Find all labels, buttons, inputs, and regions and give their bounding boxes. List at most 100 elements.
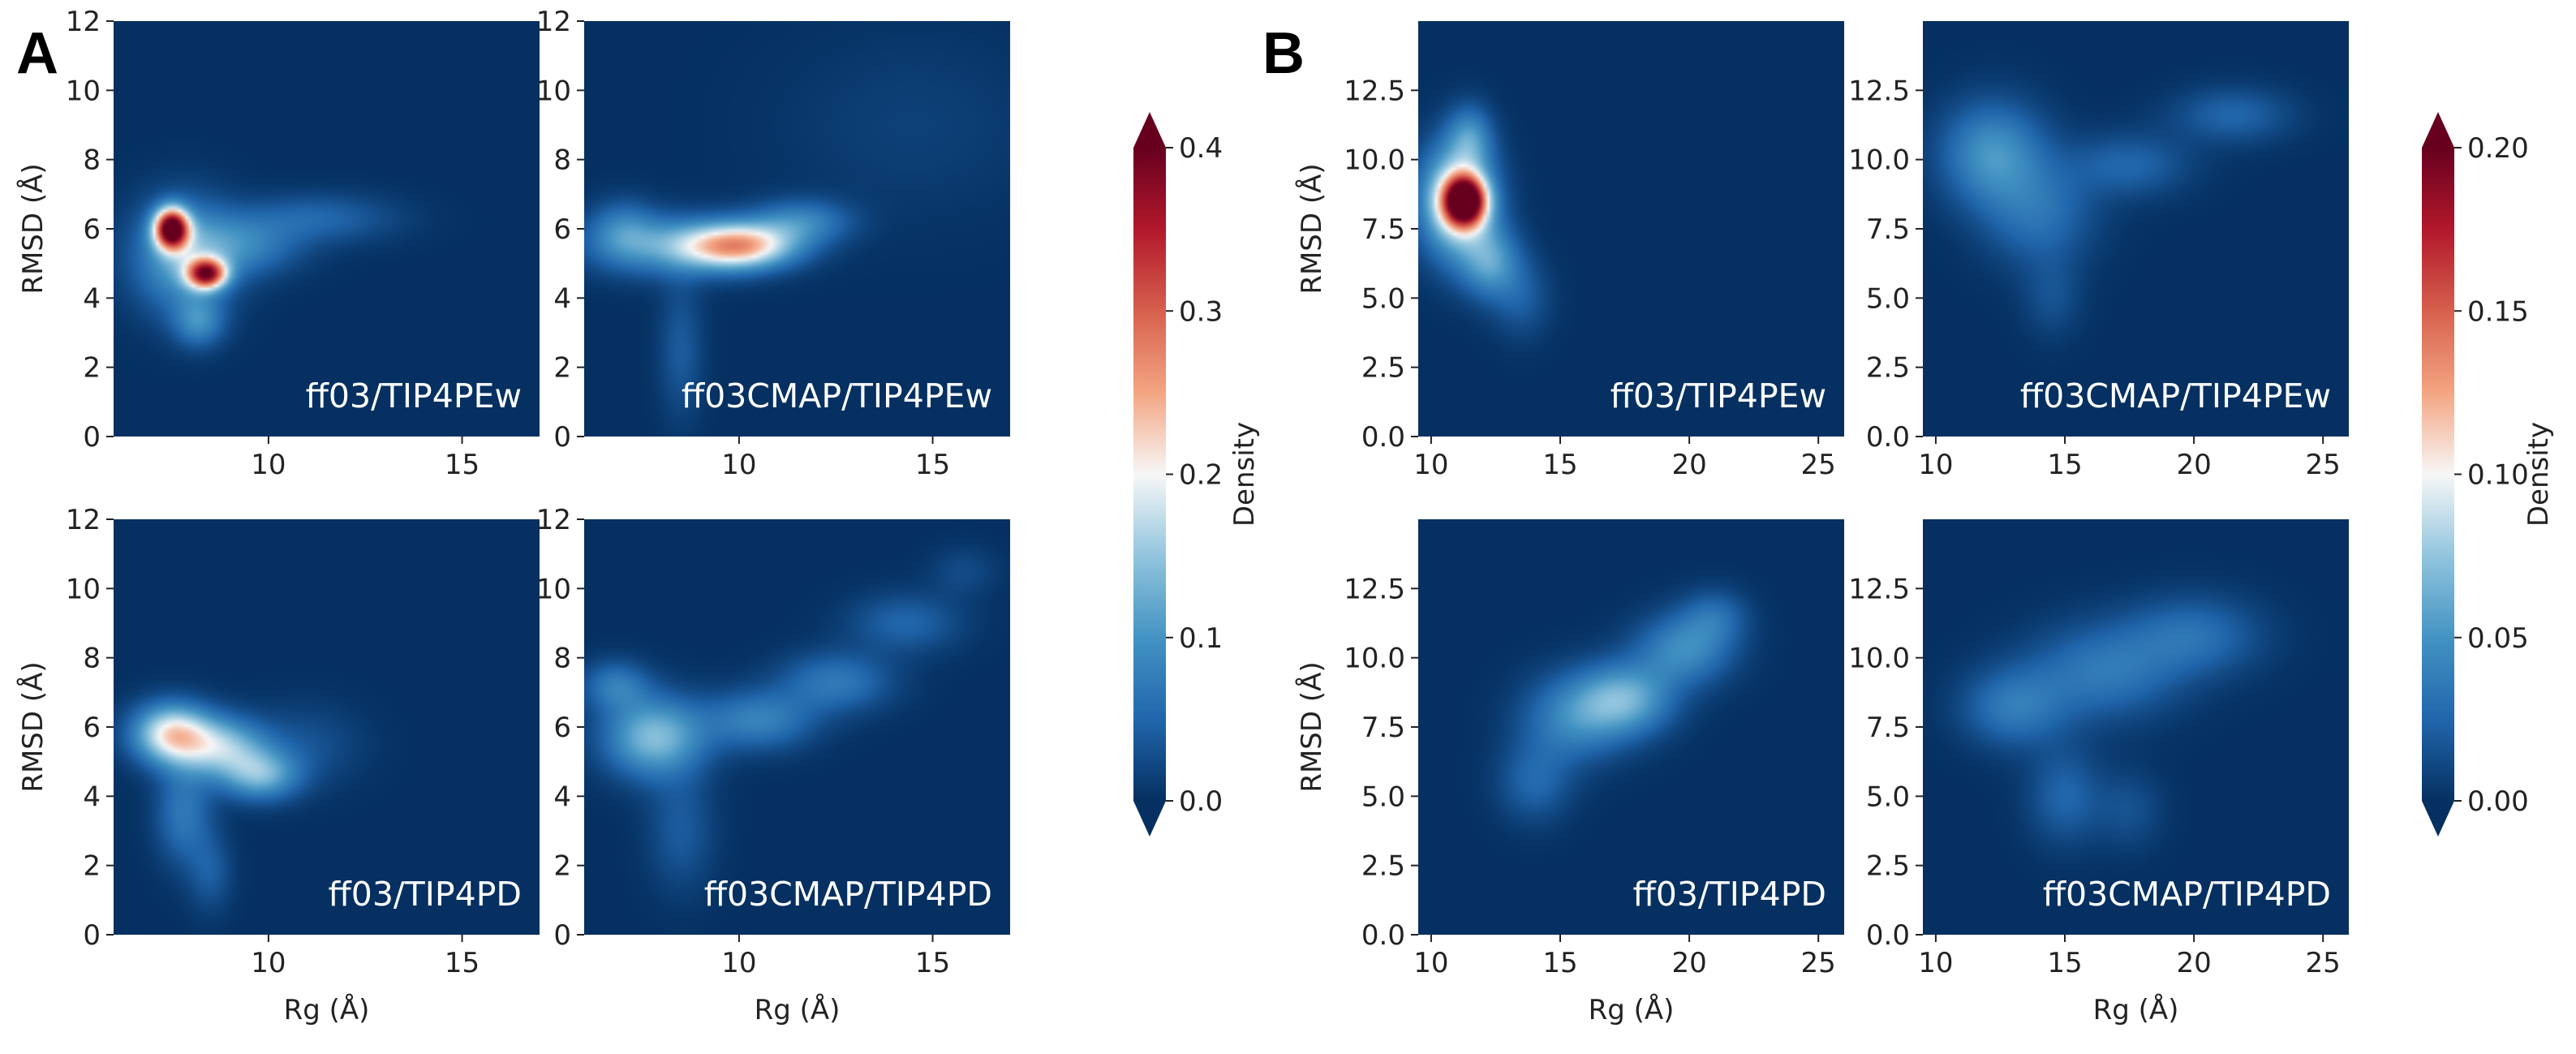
x-tick-label: 15 xyxy=(915,449,950,481)
colorbar-tick-label: 0.05 xyxy=(2467,622,2529,655)
y-tick-label: 6 xyxy=(553,712,571,744)
x-tick-label: 10 xyxy=(1918,449,1953,481)
colorbar-tick-label: 0.10 xyxy=(2467,459,2529,492)
y-tick-label: 5.0 xyxy=(1361,781,1405,813)
x-axis-label: Rg (Å) xyxy=(755,993,841,1026)
figure-group-b: B 10 15 20 25 0.0 2.5 5.0 7.5 10.0 12.5 RMSD (Å) ff0… xyxy=(1262,21,2555,1026)
heatmap-panel: 10 15 0 2 4 6 8 10 12 RMSD (Å) Rg (Å) ff03/TIP4PD xyxy=(16,504,540,1026)
y-tick-label: 10 xyxy=(536,75,571,107)
x-axis-label: Rg (Å) xyxy=(284,993,370,1026)
x-tick-label: 15 xyxy=(445,947,480,979)
x-tick-label: 15 xyxy=(915,947,950,979)
y-tick-label: 8 xyxy=(553,144,571,177)
colorbar: 0.0 0.1 0.2 0.3 0.4 Density xyxy=(1133,112,1261,837)
y-tick-label: 2 xyxy=(553,850,571,883)
y-tick-label: 0 xyxy=(553,919,571,952)
y-tick-label: 2.5 xyxy=(1361,352,1405,385)
heatmap-panel: 10 15 0 2 4 6 8 10 12 RMSD (Å) ff03/TIP4PEw xyxy=(16,6,540,481)
y-tick-label: 5.0 xyxy=(1866,781,1910,813)
colorbar-min-arrow xyxy=(2422,801,2454,837)
colorbar-tick-label: 0.3 xyxy=(1179,295,1223,328)
x-tick-label: 15 xyxy=(2047,449,2082,481)
y-tick-label: 2.5 xyxy=(1866,850,1910,883)
y-tick-label: 7.5 xyxy=(1866,213,1910,246)
x-tick-label: 15 xyxy=(1542,449,1577,481)
x-tick-label: 20 xyxy=(1671,947,1706,979)
x-tick-label: 25 xyxy=(1801,947,1836,979)
y-tick-label: 10.0 xyxy=(1848,144,1910,177)
colorbar-tick-label: 0.0 xyxy=(1179,785,1223,818)
y-tick-label: 5.0 xyxy=(1361,282,1405,315)
x-tick-label: 10 xyxy=(1413,449,1448,481)
y-tick-label: 7.5 xyxy=(1866,712,1910,744)
y-tick-label: 2.5 xyxy=(1361,850,1405,883)
colorbar-min-arrow xyxy=(1133,801,1166,837)
panel-condition-label: ff03CMAP/TIP4PEw xyxy=(682,376,992,415)
colorbar: 0.00 0.05 0.10 0.15 0.20 Density xyxy=(2422,112,2555,837)
colorbar-max-arrow xyxy=(1133,112,1166,148)
y-tick-label: 12 xyxy=(66,504,101,536)
x-tick-label: 15 xyxy=(1542,947,1577,979)
colorbar-tick-label: 0.15 xyxy=(2467,295,2529,328)
x-tick-label: 20 xyxy=(2176,947,2211,979)
density-heatmap xyxy=(1418,21,1844,437)
y-tick-label: 0.0 xyxy=(1361,421,1405,454)
panel-condition-label: ff03/TIP4PD xyxy=(329,875,522,914)
x-tick-label: 15 xyxy=(2047,947,2082,979)
y-tick-label: 4 xyxy=(83,282,101,315)
x-tick-label: 25 xyxy=(1801,449,1836,481)
y-tick-label: 10 xyxy=(66,573,101,605)
y-tick-label: 8 xyxy=(83,643,101,675)
x-tick-label: 10 xyxy=(1918,947,1953,979)
y-tick-label: 4 xyxy=(83,781,101,813)
y-tick-label: 4 xyxy=(553,282,571,315)
colorbar-tick-label: 0.4 xyxy=(1179,132,1223,165)
density-heatmap xyxy=(1418,519,1844,935)
heatmap-panel: 10 15 20 25 0.0 2.5 5.0 7.5 10.0 12.5 RMSD (Å) ff03… xyxy=(1295,21,1844,481)
x-tick-label: 25 xyxy=(2306,947,2341,979)
y-tick-label: 10.0 xyxy=(1848,643,1910,675)
y-tick-label: 12.5 xyxy=(1344,75,1405,107)
x-tick-label: 15 xyxy=(445,449,480,481)
y-tick-label: 2 xyxy=(83,352,101,385)
y-tick-label: 10 xyxy=(66,75,101,107)
colorbar-label: Density xyxy=(2522,422,2555,527)
y-tick-label: 0.0 xyxy=(1866,421,1910,454)
colorbar-tick-label: 0.20 xyxy=(2467,132,2529,165)
y-tick-label: 6 xyxy=(553,213,571,246)
y-tick-label: 12.5 xyxy=(1344,573,1405,605)
panel-condition-label: ff03CMAP/TIP4PD xyxy=(2043,875,2331,914)
panel-letter-b: B xyxy=(1262,21,1305,86)
y-tick-label: 8 xyxy=(83,144,101,177)
panel-condition-label: ff03/TIP4PEw xyxy=(306,376,522,415)
y-tick-label: 0.0 xyxy=(1866,919,1910,952)
heatmap-panel: 10 15 0 2 4 6 8 10 12 ff03CMAP/TIP4PEw xyxy=(536,6,1010,481)
density-heatmap xyxy=(1923,519,2349,935)
y-tick-label: 12 xyxy=(536,6,571,38)
heatmap-panel: 10 15 0 2 4 6 8 10 12 Rg (Å) ff03CMAP/TIP4PD xyxy=(536,504,1010,1026)
density-heatmap xyxy=(584,519,1010,935)
y-tick-label: 0 xyxy=(553,421,571,454)
y-axis-label: RMSD (Å) xyxy=(1295,163,1328,294)
x-axis-label: Rg (Å) xyxy=(2093,993,2179,1026)
x-tick-label: 10 xyxy=(251,449,286,481)
y-tick-label: 12 xyxy=(66,6,101,38)
y-tick-label: 5.0 xyxy=(1866,282,1910,315)
x-tick-label: 10 xyxy=(721,947,756,979)
y-tick-label: 2 xyxy=(553,352,571,385)
panel-letter-a: A xyxy=(16,21,58,86)
colorbar-tick-label: 0.2 xyxy=(1179,459,1223,492)
y-tick-label: 6 xyxy=(83,213,101,246)
heatmap-panel: 10 15 20 25 0.0 2.5 5.0 7.5 10.0 12.5 Rg (Å) ff03CM… xyxy=(1848,519,2349,1026)
x-tick-label: 20 xyxy=(2176,449,2211,481)
x-tick-label: 10 xyxy=(1413,947,1448,979)
y-tick-label: 0 xyxy=(83,919,101,952)
y-tick-label: 10 xyxy=(536,573,571,605)
y-axis-label: RMSD (Å) xyxy=(16,163,49,294)
y-tick-label: 4 xyxy=(553,781,571,813)
y-tick-label: 0 xyxy=(83,421,101,454)
x-tick-label: 10 xyxy=(721,449,756,481)
density-heatmap xyxy=(114,21,540,437)
